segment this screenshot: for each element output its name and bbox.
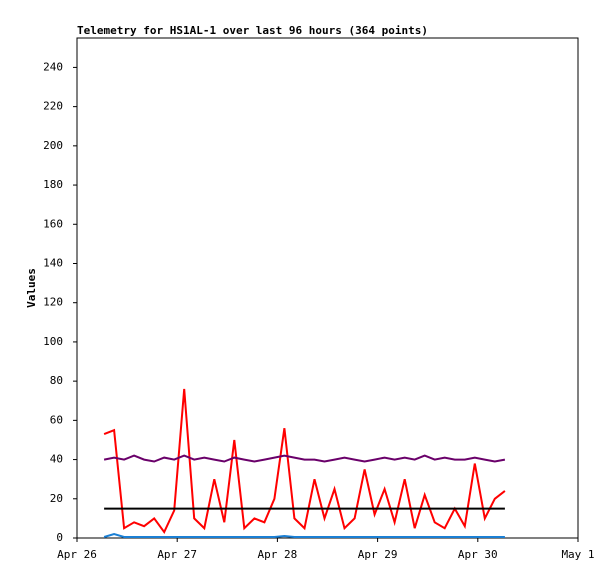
x-tick-label: Apr 26 (57, 548, 97, 561)
x-tick-label: Apr 28 (258, 548, 298, 561)
y-tick-label: 240 (43, 60, 63, 73)
y-tick-label: 20 (50, 492, 63, 505)
x-tick-label: Apr 30 (458, 548, 498, 561)
series-line (103, 533, 505, 538)
y-tick-label: 200 (43, 139, 63, 152)
x-tick-label: Apr 29 (358, 548, 398, 561)
plot-frame (76, 37, 579, 539)
y-tick-label: 180 (43, 178, 63, 191)
chart-title: Telemetry for HS1AL-1 over last 96 hours… (77, 24, 428, 37)
y-tick-label: 60 (50, 413, 63, 426)
y-tick-label: 220 (43, 100, 63, 113)
x-tick-label: May 1 (561, 548, 594, 561)
y-axis-label: Values (25, 268, 38, 308)
x-tick-label: Apr 27 (157, 548, 197, 561)
y-tick-label: 120 (43, 296, 63, 309)
y-tick-label: 40 (50, 453, 63, 466)
y-tick-label: 140 (43, 256, 63, 269)
series-line (103, 388, 506, 535)
series-line (103, 454, 506, 463)
y-tick-label: 160 (43, 217, 63, 230)
y-tick-label: 0 (56, 531, 63, 544)
y-tick-label: 80 (50, 374, 63, 387)
y-tick-label: 100 (43, 335, 63, 348)
